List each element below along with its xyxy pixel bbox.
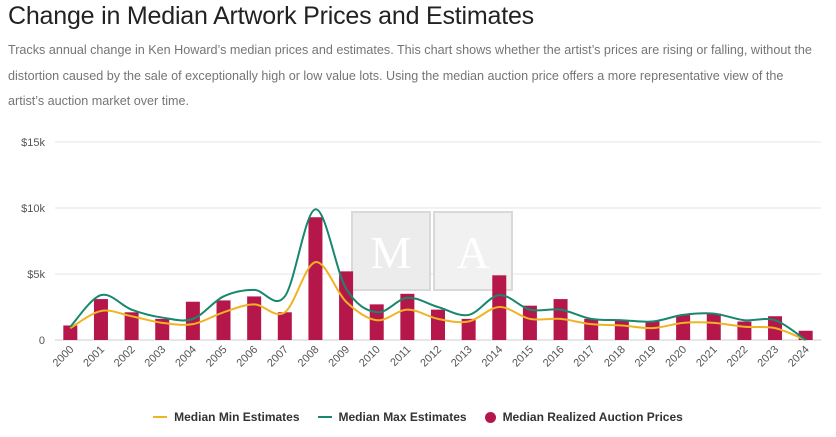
bar-2005[interactable] [216, 300, 231, 340]
legend-item-max[interactable]: Median Max Estimates [317, 410, 467, 424]
x-tick-label: 2016 [541, 344, 567, 370]
series-line-min-estimates[interactable] [69, 261, 807, 341]
x-tick-label: 2008 [296, 344, 322, 370]
legend-max-label: Median Max Estimates [338, 410, 467, 424]
bar-2008[interactable] [308, 217, 323, 340]
x-tick-label: 2014 [480, 344, 506, 370]
bar-2010[interactable] [369, 304, 384, 340]
x-tick-label: 2001 [81, 344, 107, 370]
y-tick-label: 0 [39, 335, 45, 347]
bar-2000[interactable] [63, 325, 78, 340]
x-tick-label: 2020 [663, 344, 689, 370]
svg-text:M: M [371, 227, 412, 278]
legend-item-realized[interactable]: Median Realized Auction Prices [484, 410, 683, 424]
chart-description: Tracks annual change in Ken Howard’s med… [8, 43, 812, 108]
x-tick-label: 2002 [112, 344, 138, 370]
bar-2013[interactable] [461, 318, 476, 340]
bar-2024[interactable] [798, 330, 813, 340]
x-tick-label: 2003 [143, 344, 169, 370]
x-tick-label: 2005 [204, 344, 230, 370]
legend-realized-label: Median Realized Auction Prices [502, 410, 683, 424]
x-tick-label: 2023 [755, 344, 781, 370]
bar-2021[interactable] [706, 313, 721, 340]
x-tick-label: 2004 [173, 344, 199, 370]
bar-2019[interactable] [645, 321, 660, 340]
chart-area: M A $15k$10k$5k0 2000 2001 2002 2003 2004 200… [21, 137, 821, 370]
bar-2012[interactable] [431, 309, 445, 340]
x-tick-label: 2006 [234, 344, 260, 370]
svg-text:A: A [456, 227, 489, 278]
x-tick-label: 2000 [51, 344, 77, 370]
bar-2011[interactable] [400, 293, 415, 340]
x-tick-label: 2019 [633, 344, 659, 370]
x-tick-label: 2022 [725, 344, 751, 370]
bar-2002[interactable] [124, 312, 139, 340]
x-tick-label: 2009 [326, 344, 352, 370]
bar-2020[interactable] [676, 314, 691, 340]
x-tick-label: 2011 [388, 344, 413, 369]
bar-2007[interactable] [277, 312, 292, 340]
x-tick-label: 2018 [602, 344, 628, 370]
x-tick-label: 2015 [510, 344, 536, 370]
y-tick-label: $15k [21, 137, 45, 149]
x-tick-label: 2013 [449, 344, 475, 370]
watermark: M A [351, 211, 513, 291]
x-tick-label: 2017 [572, 344, 598, 370]
y-tick-label: $5k [27, 269, 45, 281]
x-tick-label: 2021 [694, 344, 720, 370]
legend-item-min[interactable]: Median Min Estimates [153, 410, 300, 424]
legend-min-label: Median Min Estimates [174, 410, 300, 424]
legend-min-swatch [153, 416, 168, 418]
x-tick-label: 2007 [265, 344, 291, 370]
legend-realized-swatch [484, 411, 496, 423]
x-tick-label: 2012 [418, 344, 444, 370]
x-tick-label: 2024 [786, 344, 812, 370]
bar-2015[interactable] [522, 305, 537, 340]
bar-2018[interactable] [614, 320, 629, 340]
bar-2001[interactable] [93, 299, 108, 340]
chart-title: Change in Median Artwork Prices and Esti… [8, 2, 534, 30]
bar-2006[interactable] [247, 296, 262, 340]
y-tick-label: $10k [21, 203, 45, 215]
legend-max-swatch [317, 416, 332, 418]
bar-2022[interactable] [737, 321, 752, 340]
legend: Median Min Estimates Median Max Estimate… [0, 410, 836, 424]
bar-2004[interactable] [185, 301, 200, 340]
bar-2009[interactable] [339, 271, 354, 340]
series-line-max-estimates[interactable] [69, 208, 807, 341]
bar-2017[interactable] [584, 318, 599, 340]
x-tick-label: 2010 [357, 344, 383, 370]
